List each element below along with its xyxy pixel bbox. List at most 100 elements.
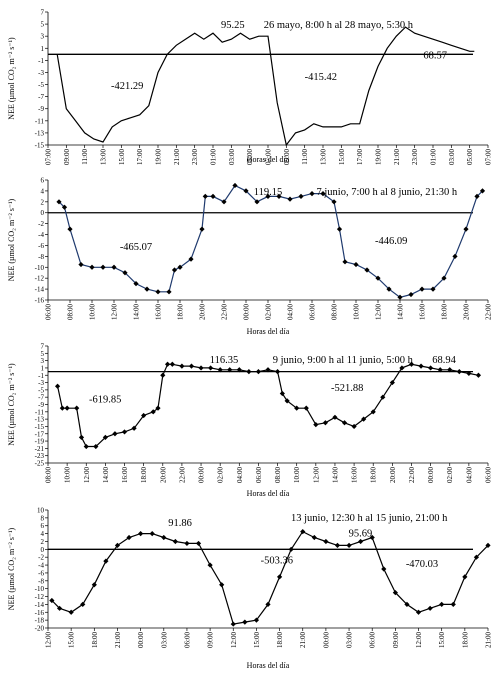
- data-point: [126, 534, 132, 541]
- y-tick-label: -2: [38, 554, 44, 562]
- x-tick-label: 18:00: [140, 467, 148, 483]
- x-tick-label: 09:00: [392, 632, 400, 648]
- data-point: [246, 368, 252, 375]
- y-tick-label: 4: [41, 187, 45, 195]
- data-point: [334, 542, 341, 548]
- data-point: [265, 601, 271, 607]
- x-axis-label: Horas del día: [247, 661, 290, 670]
- data-point: [475, 372, 482, 378]
- x-tick-label: 06:00: [255, 467, 263, 483]
- x-tick-label: 13:00: [320, 149, 328, 165]
- x-tick-label: 04:00: [287, 304, 295, 320]
- x-tick-label: 00:00: [198, 467, 206, 483]
- data-point: [361, 416, 367, 422]
- data-point: [56, 605, 63, 611]
- x-tick-label: 08:00: [45, 467, 53, 483]
- data-point: [227, 367, 233, 373]
- data-point: [232, 182, 238, 189]
- x-tick-label: 07:00: [485, 149, 493, 165]
- annotation: -465.07: [120, 242, 152, 253]
- x-tick-label: 09:00: [207, 632, 215, 648]
- data-point: [61, 204, 68, 210]
- x-tick-label: 11:00: [81, 149, 89, 165]
- x-tick-label: 18:00: [177, 304, 185, 320]
- annotation: 9 junio, 9:00 h al 11 junio, 5:00 h: [273, 355, 414, 366]
- data-point: [78, 434, 85, 441]
- x-tick-label: 14:00: [397, 304, 405, 320]
- data-point: [370, 409, 376, 415]
- x-tick-label: 15:00: [68, 632, 76, 648]
- x-tick-label: 16:00: [351, 467, 359, 483]
- data-point: [276, 193, 282, 199]
- y-tick-label: -7: [38, 93, 44, 101]
- y-tick-label: 3: [41, 33, 45, 41]
- x-tick-label: 06:00: [309, 304, 317, 320]
- data-point: [56, 199, 62, 205]
- data-point: [418, 363, 424, 369]
- data-point: [177, 264, 183, 270]
- y-tick-label: -3: [38, 69, 44, 77]
- data-point: [456, 368, 462, 375]
- x-tick-label: 04:00: [236, 467, 244, 483]
- data-point: [369, 534, 375, 541]
- annotation: 119.15: [254, 187, 283, 198]
- data-point: [358, 538, 364, 545]
- y-tick-label: 5: [41, 21, 45, 29]
- annotation: -503.36: [261, 556, 293, 567]
- annotation: 68.94: [432, 355, 456, 366]
- x-tick-label: 21:00: [299, 632, 307, 648]
- annotation: -415.42: [305, 72, 337, 83]
- data-point: [452, 253, 458, 259]
- y-tick-label: -9: [38, 105, 44, 113]
- annotation: 68.57: [423, 51, 447, 62]
- annotation: -470.03: [406, 559, 438, 570]
- data-point: [274, 368, 281, 375]
- data-point: [164, 361, 171, 367]
- x-tick-label: 19:00: [155, 149, 163, 165]
- data-point: [67, 226, 73, 232]
- annotation: 95.69: [349, 528, 373, 539]
- x-tick-label: 06:00: [485, 467, 493, 483]
- x-axis-label: Horas del día: [247, 155, 290, 164]
- data-point: [236, 367, 242, 373]
- x-tick-label: 18:00: [461, 632, 469, 648]
- data-point: [83, 443, 89, 450]
- x-tick-label: 00:00: [322, 632, 330, 648]
- data-point: [294, 405, 300, 411]
- y-tick-label: 1: [41, 45, 45, 53]
- data-point: [408, 361, 415, 367]
- y-tick-label: -1: [38, 372, 44, 380]
- data-point: [320, 191, 326, 197]
- data-point: [279, 390, 285, 397]
- data-point: [161, 534, 167, 541]
- data-point: [428, 365, 434, 371]
- data-point: [404, 601, 410, 607]
- x-tick-label: 02:00: [446, 467, 454, 483]
- y-tick-label: -6: [38, 569, 44, 577]
- x-tick-label: 09:00: [63, 149, 71, 165]
- y-tick-label: -5: [38, 386, 44, 394]
- data-point: [342, 259, 348, 265]
- x-tick-label: 12:00: [312, 467, 320, 483]
- y-axis-label: NEE (µmol CO₂ m⁻² s⁻¹): [7, 363, 16, 446]
- data-point: [253, 617, 260, 623]
- x-tick-label: 12:00: [230, 632, 238, 648]
- x-tick-label: 06:00: [183, 632, 191, 648]
- data-point: [179, 363, 185, 369]
- y-tick-label: -15: [35, 142, 45, 150]
- y-tick-label: -21: [35, 445, 45, 453]
- y-axis-label: NEE (µmol CO₂ m⁻² s⁻¹): [7, 527, 16, 610]
- x-tick-label: 09:00: [283, 149, 291, 165]
- data-point: [353, 261, 359, 268]
- x-tick-label: 12:00: [415, 632, 423, 648]
- x-tick-label: 15:00: [118, 149, 126, 165]
- x-axis-label: Horas del día: [247, 327, 290, 336]
- x-tick-label: 16:00: [155, 304, 163, 320]
- y-tick-label: -16: [35, 297, 45, 305]
- data-point: [144, 286, 150, 292]
- y-tick-label: -3: [38, 379, 44, 387]
- data-point: [78, 261, 84, 268]
